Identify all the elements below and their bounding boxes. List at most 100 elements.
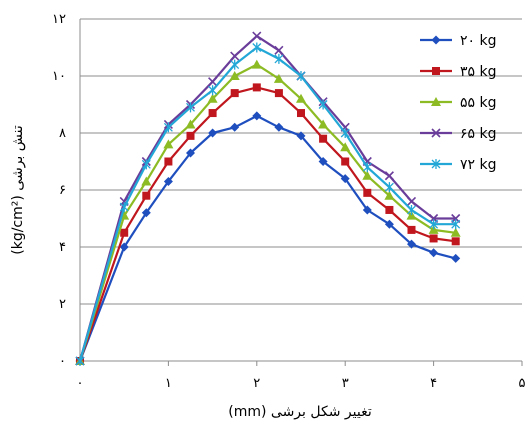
data-point bbox=[384, 190, 395, 200]
legend-marker bbox=[431, 97, 441, 106]
data-point bbox=[142, 191, 151, 200]
x-tick-label: ۳ bbox=[342, 376, 349, 391]
data-point bbox=[363, 188, 372, 197]
data-point bbox=[407, 239, 416, 249]
data-point bbox=[208, 128, 218, 138]
data-point bbox=[230, 51, 240, 61]
y-tick-label: ۶ bbox=[59, 183, 66, 198]
data-point bbox=[429, 248, 439, 258]
data-point bbox=[186, 102, 195, 113]
x-tick-label: ۰ bbox=[77, 376, 84, 391]
data-point bbox=[75, 356, 85, 366]
data-point bbox=[163, 139, 174, 149]
series-3 bbox=[75, 59, 461, 365]
data-point bbox=[450, 227, 461, 237]
data-point bbox=[384, 182, 394, 193]
data-point bbox=[451, 253, 461, 263]
data-point bbox=[185, 119, 196, 129]
legend: ۲۰ kg ۳۵ kg ۵۵ kg ۶۵ kg ۷۲ kg bbox=[420, 33, 496, 173]
data-series bbox=[75, 31, 461, 366]
legend-marker bbox=[431, 35, 441, 45]
data-point bbox=[362, 170, 373, 180]
data-point bbox=[252, 83, 261, 92]
data-point bbox=[273, 73, 284, 83]
data-point bbox=[208, 109, 217, 118]
legend-item-2: ۳۵ kg bbox=[420, 64, 496, 80]
series-4 bbox=[75, 31, 461, 366]
legend-label: ۷۲ kg bbox=[460, 157, 496, 173]
data-point bbox=[318, 119, 329, 129]
data-point bbox=[141, 159, 151, 170]
x-tick-label: ۵ bbox=[519, 376, 526, 391]
series-5 bbox=[75, 42, 461, 366]
y-tick-label: ۰ bbox=[59, 354, 66, 369]
data-point bbox=[229, 71, 240, 80]
data-point bbox=[141, 208, 151, 218]
data-point bbox=[384, 219, 394, 229]
legend-marker bbox=[431, 159, 441, 169]
data-point bbox=[296, 131, 306, 141]
legend-item-3: ۵۵ kg bbox=[420, 95, 496, 111]
data-point bbox=[407, 225, 416, 234]
data-point bbox=[252, 31, 262, 41]
data-point bbox=[384, 171, 394, 181]
data-point bbox=[119, 242, 129, 252]
data-point bbox=[451, 237, 460, 246]
data-point bbox=[340, 142, 351, 152]
legend-item-5: ۷۲ kg bbox=[420, 157, 496, 173]
data-point bbox=[428, 224, 439, 234]
data-point bbox=[252, 42, 262, 53]
data-point bbox=[318, 157, 328, 166]
x-tick-label: ۱ bbox=[165, 376, 172, 391]
y-axis-label: تنش برشی (kg/cm²) bbox=[10, 125, 26, 255]
data-point bbox=[429, 234, 438, 243]
legend-marker bbox=[432, 67, 440, 75]
legend-label: ۵۵ kg bbox=[460, 95, 496, 111]
data-point bbox=[186, 148, 195, 158]
data-point bbox=[274, 45, 284, 55]
data-point bbox=[340, 174, 350, 184]
y-tick-label: ۴ bbox=[59, 240, 66, 255]
data-point bbox=[362, 205, 372, 215]
x-tick-label: ۲ bbox=[253, 376, 260, 391]
data-point bbox=[164, 157, 173, 166]
y-tick-label: ۲ bbox=[59, 297, 66, 312]
data-point bbox=[120, 228, 129, 237]
legend-label: ۲۰ kg bbox=[460, 33, 496, 49]
data-point bbox=[274, 53, 284, 64]
data-point bbox=[163, 122, 173, 133]
y-tick-label: ۸ bbox=[59, 126, 66, 141]
data-point bbox=[429, 219, 439, 230]
data-point bbox=[340, 128, 350, 138]
series-2 bbox=[76, 83, 460, 365]
data-point bbox=[385, 205, 394, 214]
y-tick-label: ۱۰ bbox=[52, 69, 66, 84]
data-point bbox=[186, 131, 195, 140]
data-point bbox=[296, 93, 306, 103]
data-point bbox=[406, 196, 417, 206]
data-point bbox=[251, 59, 262, 69]
data-point bbox=[141, 176, 152, 186]
data-point bbox=[208, 77, 218, 87]
data-point bbox=[362, 162, 372, 173]
series-1 bbox=[75, 111, 461, 366]
data-point bbox=[297, 109, 305, 118]
data-point bbox=[252, 111, 262, 121]
data-point bbox=[318, 99, 328, 110]
data-point bbox=[230, 89, 239, 98]
x-axis-label: تغییر شکل برشی (mm) bbox=[228, 404, 372, 420]
legend-label: ۳۵ kg bbox=[460, 64, 496, 80]
data-point bbox=[230, 59, 240, 70]
series-line bbox=[78, 86, 456, 362]
data-point bbox=[296, 71, 306, 81]
data-point bbox=[119, 202, 129, 213]
data-point bbox=[451, 219, 461, 230]
data-point bbox=[274, 122, 284, 132]
data-point bbox=[208, 85, 218, 96]
data-point bbox=[341, 157, 350, 166]
data-point bbox=[207, 93, 218, 103]
legend-marker bbox=[431, 128, 441, 138]
data-point bbox=[406, 210, 417, 220]
